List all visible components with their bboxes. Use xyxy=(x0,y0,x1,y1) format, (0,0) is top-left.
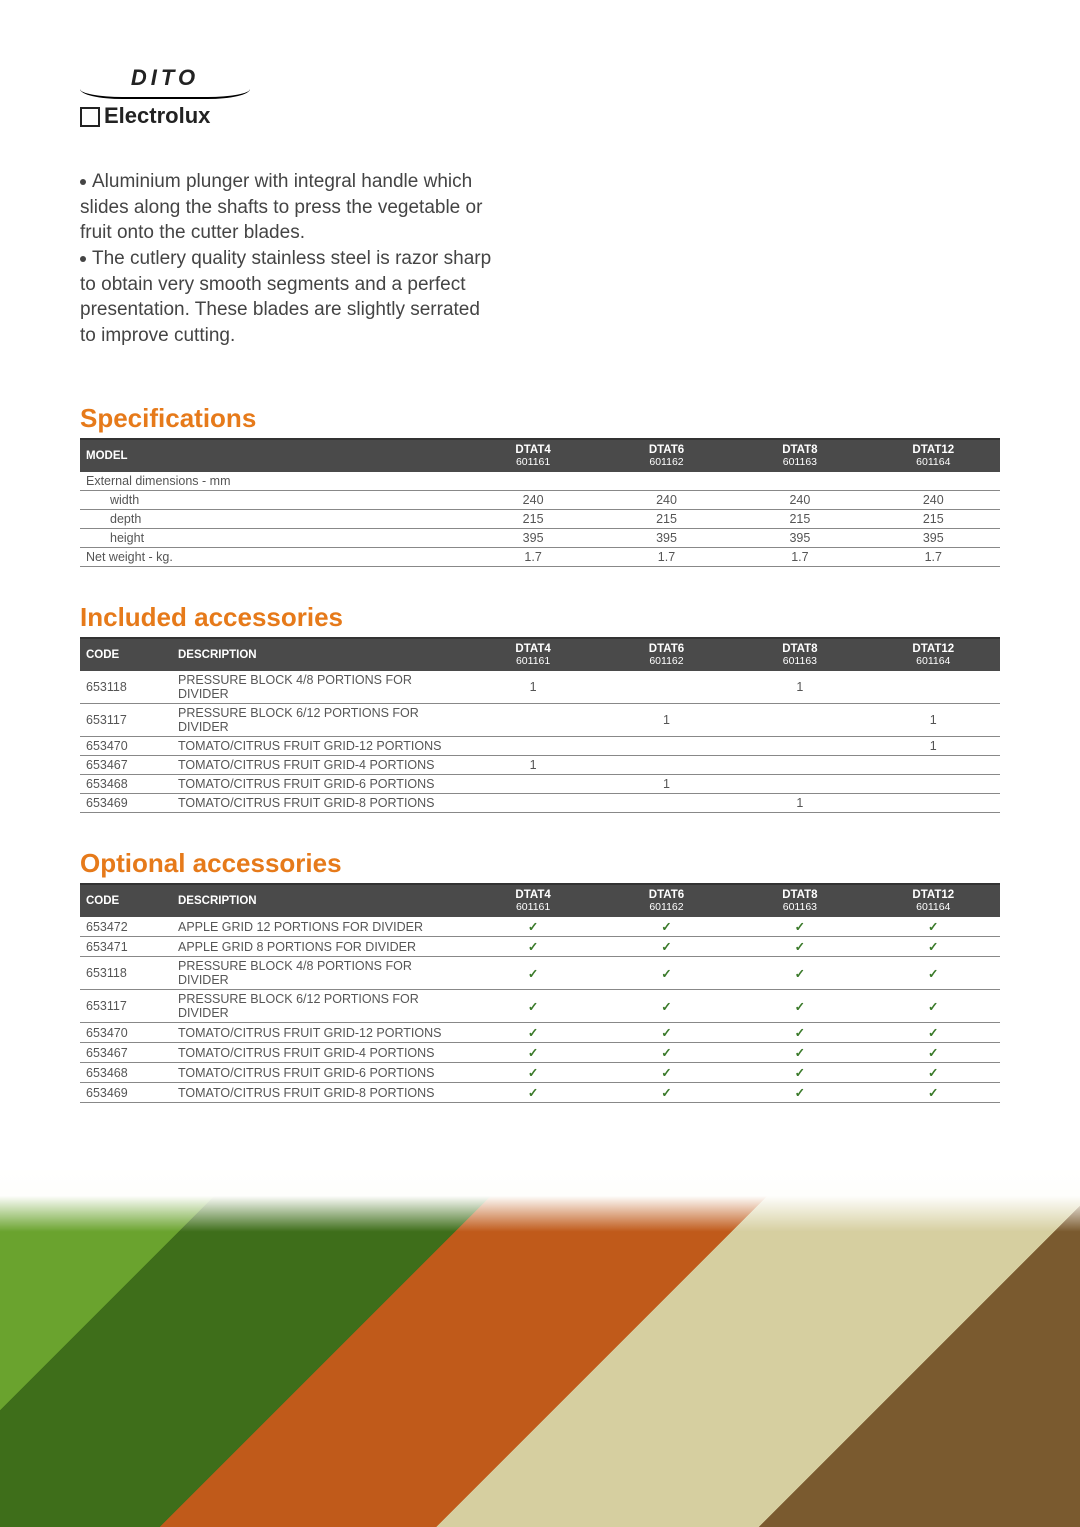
bullet-icon xyxy=(80,179,86,185)
optional-col-2: DTAT6601162 xyxy=(600,885,733,917)
included-col-code: CODE xyxy=(80,639,172,671)
description-block: Aluminium plunger with integral handle w… xyxy=(80,169,500,348)
brand-logo: DITO Electrolux xyxy=(80,65,1000,129)
included-row: 653469TOMATO/CITRUS FRUIT GRID-8 PORTION… xyxy=(80,794,1000,813)
optional-col-code: CODE xyxy=(80,885,172,917)
specs-thead: MODEL DTAT4601161 DTAT6601162 DTAT860116… xyxy=(80,440,1000,472)
section-title-specs: Specifications xyxy=(80,403,1000,440)
section-title-included: Included accessories xyxy=(80,602,1000,639)
desc-p2-text: The cutlery quality stainless steel is r… xyxy=(80,248,491,346)
included-col-2: DTAT6601162 xyxy=(600,639,733,671)
logo-line2-text: Electrolux xyxy=(104,103,210,128)
specs-row: height395395395395 xyxy=(80,529,1000,548)
specs-col-2: DTAT6601162 xyxy=(600,440,733,472)
optional-row: 653470TOMATO/CITRUS FRUIT GRID-12 PORTIO… xyxy=(80,1023,1000,1043)
included-row: 653467TOMATO/CITRUS FRUIT GRID-4 PORTION… xyxy=(80,756,1000,775)
logo-line1: DITO xyxy=(80,65,250,91)
optional-thead: CODE DESCRIPTION DTAT4601161 DTAT6601162… xyxy=(80,885,1000,917)
optional-col-4: DTAT12601164 xyxy=(867,885,1000,917)
included-col-3: DTAT8601163 xyxy=(733,639,866,671)
optional-col-1: DTAT4601161 xyxy=(466,885,599,917)
optional-row: 653117PRESSURE BLOCK 6/12 PORTIONS FOR D… xyxy=(80,990,1000,1023)
included-row: 653118PRESSURE BLOCK 4/8 PORTIONS FOR DI… xyxy=(80,671,1000,704)
section-title-optional: Optional accessories xyxy=(80,848,1000,885)
desc-p2: The cutlery quality stainless steel is r… xyxy=(80,246,500,349)
included-col-4: DTAT12601164 xyxy=(867,639,1000,671)
specs-tbody: External dimensions - mmwidth24024024024… xyxy=(80,472,1000,567)
specs-col-model: MODEL xyxy=(80,440,466,472)
specs-row: Net weight - kg.1.71.71.71.7 xyxy=(80,548,1000,567)
optional-row: 653472APPLE GRID 12 PORTIONS FOR DIVIDER… xyxy=(80,917,1000,937)
optional-table: CODE DESCRIPTION DTAT4601161 DTAT6601162… xyxy=(80,885,1000,1103)
included-thead: CODE DESCRIPTION DTAT4601161 DTAT6601162… xyxy=(80,639,1000,671)
included-col-1: DTAT4601161 xyxy=(466,639,599,671)
specs-col-3: DTAT8601163 xyxy=(733,440,866,472)
electrolux-icon xyxy=(80,107,100,127)
included-tbody: 653118PRESSURE BLOCK 4/8 PORTIONS FOR DI… xyxy=(80,671,1000,813)
included-table: CODE DESCRIPTION DTAT4601161 DTAT6601162… xyxy=(80,639,1000,813)
optional-row: 653469TOMATO/CITRUS FRUIT GRID-8 PORTION… xyxy=(80,1083,1000,1103)
optional-row: 653468TOMATO/CITRUS FRUIT GRID-6 PORTION… xyxy=(80,1063,1000,1083)
specs-row: width240240240240 xyxy=(80,491,1000,510)
optional-col-desc: DESCRIPTION xyxy=(172,885,466,917)
included-col-desc: DESCRIPTION xyxy=(172,639,466,671)
optional-row: 653471APPLE GRID 8 PORTIONS FOR DIVIDER✓… xyxy=(80,937,1000,957)
optional-row: 653467TOMATO/CITRUS FRUIT GRID-4 PORTION… xyxy=(80,1043,1000,1063)
optional-row: 653118PRESSURE BLOCK 4/8 PORTIONS FOR DI… xyxy=(80,957,1000,990)
specs-group-row: External dimensions - mm xyxy=(80,472,1000,491)
footer-vegetable-image xyxy=(0,1167,1080,1527)
specs-table: MODEL DTAT4601161 DTAT6601162 DTAT860116… xyxy=(80,440,1000,567)
bullet-icon xyxy=(80,256,86,262)
desc-p1-text: Aluminium plunger with integral handle w… xyxy=(80,171,482,243)
optional-tbody: 653472APPLE GRID 12 PORTIONS FOR DIVIDER… xyxy=(80,917,1000,1103)
logo-line2: Electrolux xyxy=(80,103,1000,129)
included-row: 653468TOMATO/CITRUS FRUIT GRID-6 PORTION… xyxy=(80,775,1000,794)
desc-p1: Aluminium plunger with integral handle w… xyxy=(80,169,500,246)
included-row: 653117PRESSURE BLOCK 6/12 PORTIONS FOR D… xyxy=(80,704,1000,737)
specs-col-1: DTAT4601161 xyxy=(466,440,599,472)
specs-row: depth215215215215 xyxy=(80,510,1000,529)
included-row: 653470TOMATO/CITRUS FRUIT GRID-12 PORTIO… xyxy=(80,737,1000,756)
optional-col-3: DTAT8601163 xyxy=(733,885,866,917)
specs-col-4: DTAT12601164 xyxy=(867,440,1000,472)
